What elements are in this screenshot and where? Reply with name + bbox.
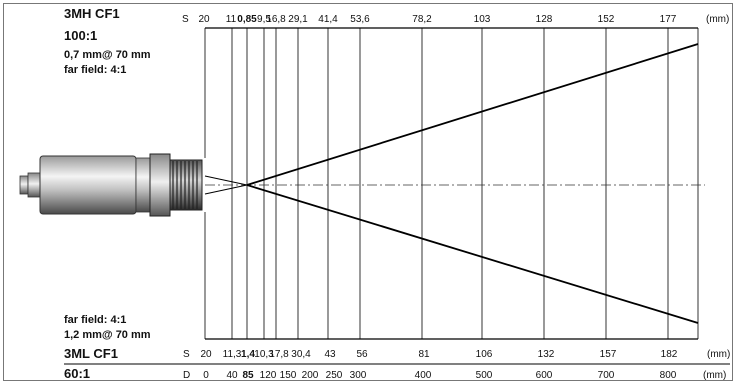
scale-value: 150	[280, 370, 297, 381]
scale-value: 81	[418, 349, 430, 360]
top-model-label: 3MH CF1	[64, 6, 120, 21]
bottom-model-label: 3ML CF1	[64, 346, 118, 361]
scale-prefix: S	[183, 349, 190, 360]
bottom-spot-label: 1,2 mm@ 70 mm	[64, 329, 151, 341]
beam-line	[204, 175, 248, 186]
scale-value: 20	[198, 14, 210, 25]
scale-value: 11,3	[223, 349, 242, 360]
scale-value: 120	[260, 370, 277, 381]
scale-value: 56	[356, 349, 368, 360]
scale-value: 157	[600, 349, 617, 360]
scale-value: 132	[538, 349, 555, 360]
top-far-field-label: far field: 4:1	[64, 64, 127, 76]
scale-prefix: S	[182, 14, 189, 25]
scale-value: 177	[660, 14, 677, 25]
scale-value: 152	[598, 14, 615, 25]
scale-value: 700	[598, 370, 615, 381]
scale-value: 106	[476, 349, 493, 360]
scale-value: 41,4	[318, 14, 338, 25]
scale-value: 20	[200, 349, 212, 360]
scale-value: 78,2	[412, 14, 432, 25]
scale-value: 9,5	[257, 14, 271, 25]
scale-value: 300	[350, 370, 367, 381]
scale-value: 128	[536, 14, 553, 25]
scale-value: 10,3	[254, 349, 274, 360]
scale-value: 43	[324, 349, 336, 360]
bottom-far-field-label: far field: 4:1	[64, 314, 127, 326]
scale-value: 85	[242, 370, 254, 381]
sensor-icon	[19, 153, 203, 217]
diagram-frame	[3, 3, 733, 381]
beam-upper-edge	[246, 43, 699, 186]
scale-value: 200	[302, 370, 319, 381]
scale-value: 103	[474, 14, 491, 25]
scale-unit: (mm)	[707, 349, 730, 360]
top-ratio-label: 100:1	[64, 28, 98, 43]
scale-value: 0	[203, 370, 209, 381]
scale-value: 17,8	[269, 349, 289, 360]
scale-unit: (mm)	[703, 370, 726, 381]
scale-value: 250	[326, 370, 343, 381]
scale-value: 600	[536, 370, 553, 381]
scale-value: 16,8	[266, 14, 286, 25]
scale-value: 30,4	[291, 349, 311, 360]
scale-value: 400	[415, 370, 432, 381]
top-spot-label: 0,7 mm@ 70 mm	[64, 49, 151, 61]
bottom-ratio-label: 60:1	[64, 366, 91, 381]
scale-value: 53,6	[350, 14, 370, 25]
beam-lower-edge	[246, 184, 699, 324]
beam-line	[204, 184, 248, 195]
scale-prefix: D	[183, 370, 190, 381]
scale-value: 0,85	[237, 14, 257, 25]
scale-value: 11	[226, 14, 237, 25]
scale-unit: (mm)	[706, 14, 729, 25]
scale-value: 182	[661, 349, 678, 360]
scale-value: 1,4	[241, 349, 255, 360]
scale-value: 500	[476, 370, 493, 381]
scale-value: 29,1	[288, 14, 308, 25]
scale-value: 800	[660, 370, 677, 381]
scale-value: 40	[226, 370, 238, 381]
